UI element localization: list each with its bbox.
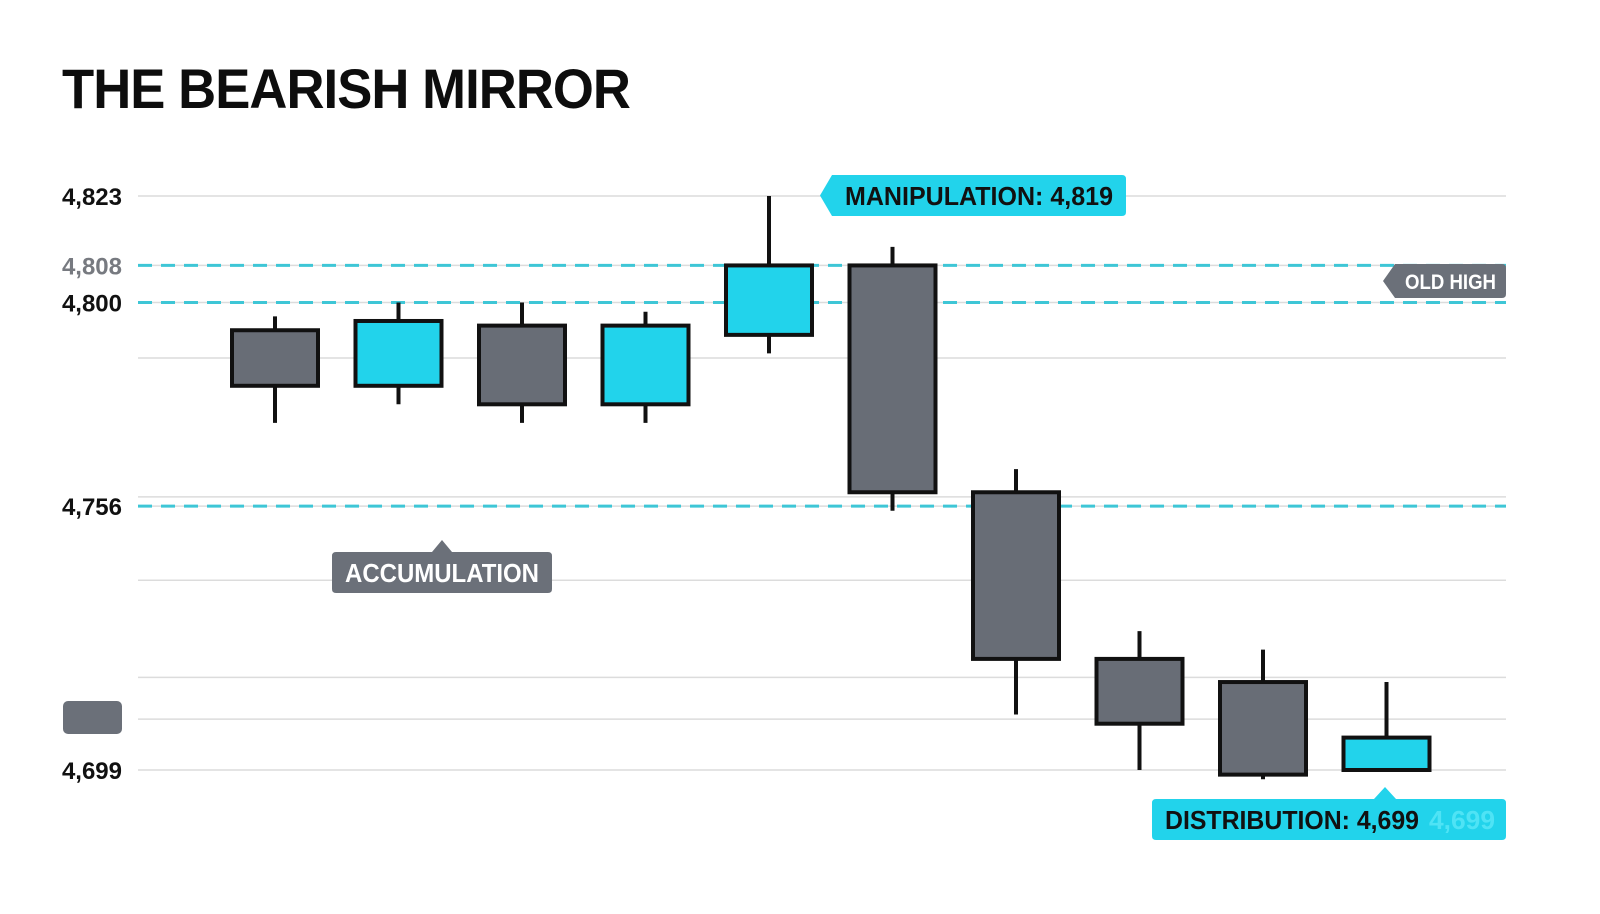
annotation-callout-box (820, 175, 1126, 216)
annotation-callout-box (1152, 787, 1506, 840)
annotation-label: DISTRIBUTION: 4,699 (1165, 805, 1419, 835)
candle-body (477, 323, 567, 407)
candle (971, 469, 1061, 715)
candle-body (1341, 735, 1432, 773)
candle (724, 196, 814, 354)
candle-body (971, 490, 1061, 661)
annotation-distribution: 4,699 DISTRIBUTION: 4,699 (1152, 787, 1506, 840)
candle-body (600, 323, 691, 407)
candle-body (1218, 680, 1308, 777)
y-tick-label: 4,808 (62, 253, 122, 280)
candle (600, 311, 691, 423)
annotation-ghost-label: 4,699 (1429, 805, 1495, 835)
candle-body (353, 318, 444, 388)
candle (1094, 631, 1185, 770)
candle-body (847, 263, 938, 495)
y-tick-label: 4,699 (62, 758, 122, 785)
candle (477, 302, 567, 423)
y-tick-label: 4,823 (62, 184, 122, 211)
candle (230, 316, 320, 423)
annotation-accumulation: ACCUMULATION (332, 540, 552, 593)
candle (847, 246, 938, 511)
annotation-label: MANIPULATION: 4,819 (845, 181, 1113, 211)
annotation-callout-box (1383, 264, 1506, 298)
chart-title: THE BEARISH MIRROR (62, 57, 631, 120)
legend-swatch (63, 701, 122, 734)
candle-body (230, 328, 320, 388)
candle (1341, 682, 1432, 773)
candle-body (1094, 656, 1185, 726)
candle (1218, 649, 1308, 780)
annotation-old-high: OLD HIGH (1383, 264, 1506, 298)
annotation-manipulation: MANIPULATION: 4,819 (820, 175, 1126, 216)
annotation-callout-box (332, 540, 552, 593)
candle (353, 302, 444, 405)
candle-body (724, 263, 814, 337)
y-tick-label: 4,800 (62, 290, 122, 317)
annotation-label: ACCUMULATION (345, 558, 539, 588)
y-tick-label: 4,756 (62, 494, 122, 521)
annotation-label: OLD HIGH (1405, 271, 1496, 294)
